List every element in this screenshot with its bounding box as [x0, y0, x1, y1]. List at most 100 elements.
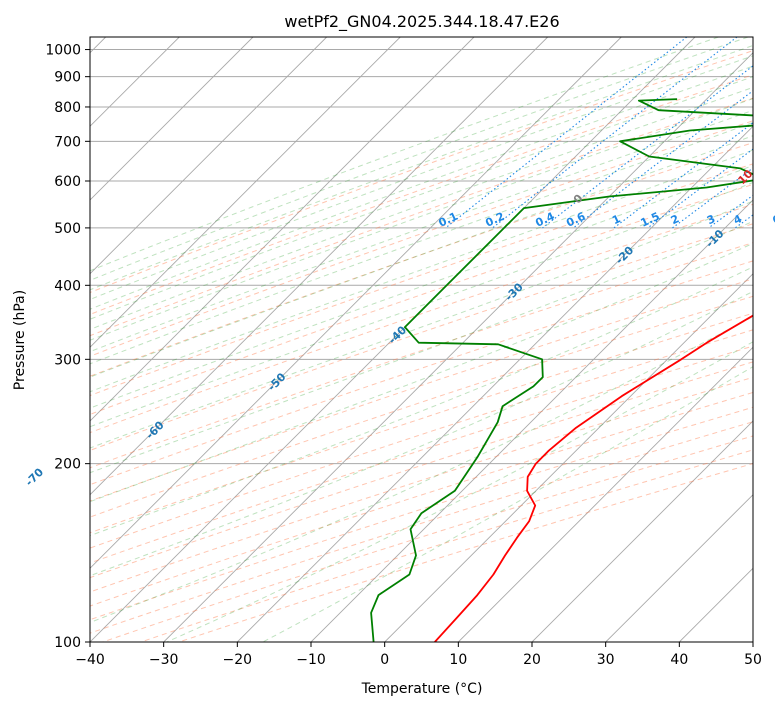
isotherm-line: [752, 641, 753, 642]
dry-adiabat-line: [90, 391, 753, 607]
moist-adiabat-line: [90, 266, 753, 537]
mixing-ratio-label: 3: [705, 212, 717, 227]
dry-adiabat-line: [90, 223, 753, 451]
x-tick-label: 10: [449, 652, 467, 668]
mixing-ratio-line: [708, 194, 753, 229]
x-tick-label: −10: [296, 652, 326, 668]
plot-frame: [89, 36, 754, 643]
isotherm-line: [90, 37, 254, 201]
mixing-ratio-line: [734, 214, 753, 229]
mixing-ratio-label: 4: [732, 212, 745, 227]
moist-adiabat-line: [90, 149, 753, 393]
isotherm-line: [90, 37, 328, 275]
chart-title: wetPf2_GN04.2025.344.18.47.E26: [284, 12, 559, 32]
isotherm-label: -60: [143, 418, 166, 441]
mixing-ratio-line: [542, 65, 753, 229]
isotherm-line: [90, 37, 549, 496]
mixing-ratio-line: [492, 37, 738, 229]
mixing-ratio-label: 0.2: [483, 210, 506, 230]
moist-adiabat-line: [90, 135, 753, 378]
isotherm-line: [605, 494, 753, 642]
dry-adiabat-line: [178, 463, 753, 642]
moist-adiabat-line: [166, 341, 753, 642]
moist-adiabat-line: [90, 37, 719, 272]
y-tick-label: 700: [54, 134, 81, 150]
isotherm-label: -50: [265, 370, 288, 393]
dry-adiabat-line: [90, 242, 753, 469]
x-axis-label: Temperature (°C): [361, 681, 483, 697]
temperature-line: [434, 314, 753, 642]
mixing-ratio-label: 0.4: [533, 210, 556, 230]
x-tick-label: 50: [744, 652, 762, 668]
isotherm-line: [163, 52, 753, 642]
dewpoint-line: [370, 98, 753, 642]
dry-adiabat-line: [90, 142, 753, 377]
y-tick-label: 100: [54, 635, 81, 651]
x-tick-label: −40: [75, 652, 105, 668]
x-axis-ticks: −40 −30 −20 −10 0 10 20 30 40 50: [75, 642, 762, 668]
line-labels: 0.10.20.40.611.52346810131620253036-100-…: [23, 167, 775, 489]
moist-adiabat-line: [90, 290, 753, 577]
dry-adiabat-line: [90, 163, 753, 397]
moist-adiabat-line: [90, 316, 753, 624]
y-tick-label: 400: [54, 278, 81, 294]
y-tick-label: 300: [54, 352, 81, 368]
dry-adiabat-line: [90, 50, 753, 294]
isotherm-line: [90, 37, 696, 642]
mixing-ratio-label: 1.5: [639, 210, 662, 230]
mixing-ratio-label: 6: [770, 212, 775, 227]
x-tick-label: 40: [670, 652, 688, 668]
y-tick-label: 1000: [45, 43, 81, 59]
moist-adiabat-line: [90, 37, 749, 281]
dry-adiabat-line: [90, 97, 753, 337]
isotherm-label: -30: [503, 280, 526, 303]
isotherm-label: -70: [23, 465, 46, 488]
dry-adiabat-line: [90, 406, 753, 621]
dry-adiabat-line: [90, 312, 753, 534]
mixing-ratio-line: [445, 37, 688, 229]
mixing-ratio-line: [613, 122, 753, 229]
y-tick-label: 200: [54, 457, 81, 473]
x-tick-label: 0: [380, 652, 389, 668]
profile-lines: [370, 98, 753, 642]
mixing-ratio-line: [672, 167, 753, 229]
isotherm-line: [90, 37, 622, 569]
dry-adiabat-line: [90, 295, 753, 518]
moist-adiabat-line: [90, 44, 753, 291]
y-tick-label: 500: [54, 221, 81, 237]
x-tick-label: 20: [523, 652, 541, 668]
y-tick-label: 900: [54, 70, 81, 86]
y-tick-label: 600: [54, 174, 81, 190]
y-axis-label: Pressure (hPa): [12, 290, 28, 390]
mixing-ratio-label: 0.6: [564, 210, 587, 230]
moist-adiabat-line: [90, 76, 753, 320]
y-axis-ticks: 100 200 300 400 500 600 700 800 900 1000: [45, 43, 90, 651]
moist-adiabat-line: [90, 164, 753, 409]
x-tick-label: −20: [223, 652, 253, 668]
isotherm-line: [90, 37, 401, 348]
isotherm-line: [310, 199, 753, 642]
mixing-ratio-label: 0.1: [437, 210, 460, 230]
dry-adiabat-line: [90, 329, 753, 549]
isotherm-line: [457, 346, 753, 642]
dry-adiabat-line: [102, 435, 753, 642]
isotherm-line: [90, 37, 475, 422]
moist-adiabat-line: [90, 200, 753, 449]
moist-adiabat-line: [90, 122, 753, 365]
moist-adiabat-line: [90, 65, 753, 310]
isotherm-label: -20: [613, 243, 636, 266]
isotherm-line: [384, 273, 753, 642]
dry-adiabat-line: [90, 361, 753, 579]
mixing-ratio-label: 2: [669, 212, 681, 227]
background-lines: [90, 37, 753, 642]
x-tick-label: 30: [597, 652, 615, 668]
dry-adiabat-line: [90, 74, 753, 315]
isotherm-label: -10: [703, 227, 726, 250]
moist-adiabat-line: [90, 55, 753, 300]
isotherm-line: [531, 420, 753, 642]
x-tick-label: −30: [149, 652, 179, 668]
y-tick-label: 800: [54, 100, 81, 116]
isotherm-line: [236, 125, 753, 642]
moist-adiabat-line: [90, 242, 753, 503]
